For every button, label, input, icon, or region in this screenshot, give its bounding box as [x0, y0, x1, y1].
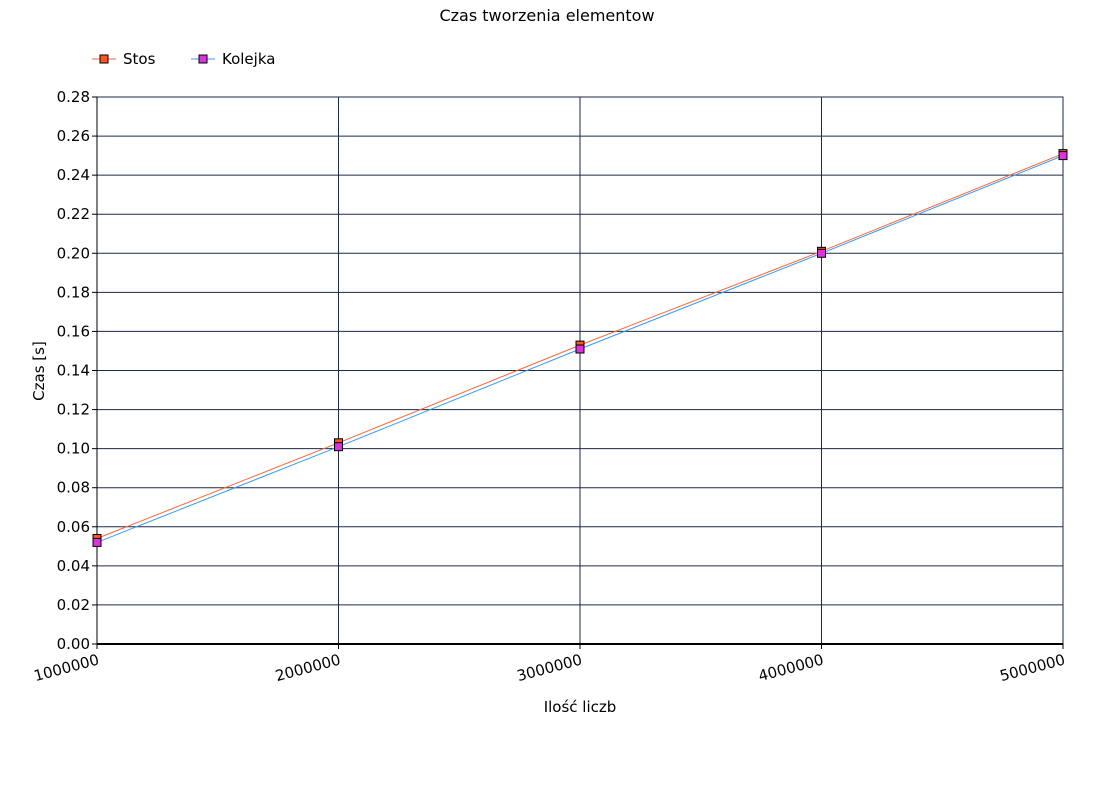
- chart-title: Czas tworzenia elementow: [439, 6, 654, 25]
- x-tick-label: 4000000: [756, 650, 825, 685]
- data-point-kolejka: [93, 538, 101, 546]
- x-tick-label: 2000000: [273, 650, 342, 685]
- legend-marker-stos: [100, 55, 108, 63]
- y-tick-label: 0.08: [57, 479, 90, 497]
- x-tick-label: 1000000: [32, 650, 101, 685]
- y-tick-label: 0.28: [57, 88, 90, 106]
- x-axis-label: Ilość liczb: [544, 698, 617, 716]
- legend-label-stos: Stos: [123, 50, 156, 68]
- y-tick-label: 0.02: [57, 596, 90, 614]
- y-tick-label: 0.26: [57, 127, 90, 145]
- y-tick-label: 0.22: [57, 205, 90, 223]
- x-axis-ticks: 1000000 2000000 3000000 4000000 5000000: [32, 644, 1067, 685]
- x-tick-label: 5000000: [998, 650, 1067, 685]
- y-tick-label: 0.00: [57, 635, 90, 653]
- data-point-kolejka: [1059, 152, 1067, 160]
- data-point-kolejka: [335, 443, 343, 451]
- y-tick-label: 0.18: [57, 283, 90, 301]
- data-point-kolejka: [818, 249, 826, 257]
- grid: [97, 97, 1063, 644]
- legend-marker-kolejka: [199, 55, 207, 63]
- y-tick-label: 0.20: [57, 244, 90, 262]
- x-tick-label: 3000000: [515, 650, 584, 685]
- legend-label-kolejka: Kolejka: [222, 50, 275, 68]
- y-tick-label: 0.16: [57, 322, 90, 340]
- y-axis-label: Czas [s]: [30, 341, 48, 401]
- y-tick-label: 0.04: [57, 557, 90, 575]
- y-axis-ticks: 0.00 0.02 0.04 0.06 0.08 0.10 0.12 0.14 0.16 0.18…: [57, 88, 97, 653]
- y-tick-label: 0.06: [57, 518, 90, 536]
- y-tick-label: 0.12: [57, 401, 90, 419]
- y-tick-label: 0.24: [57, 166, 90, 184]
- y-tick-label: 0.10: [57, 440, 90, 458]
- y-tick-label: 0.14: [57, 362, 90, 380]
- data-point-kolejka: [576, 345, 584, 353]
- legend: Stos Kolejka: [92, 50, 275, 68]
